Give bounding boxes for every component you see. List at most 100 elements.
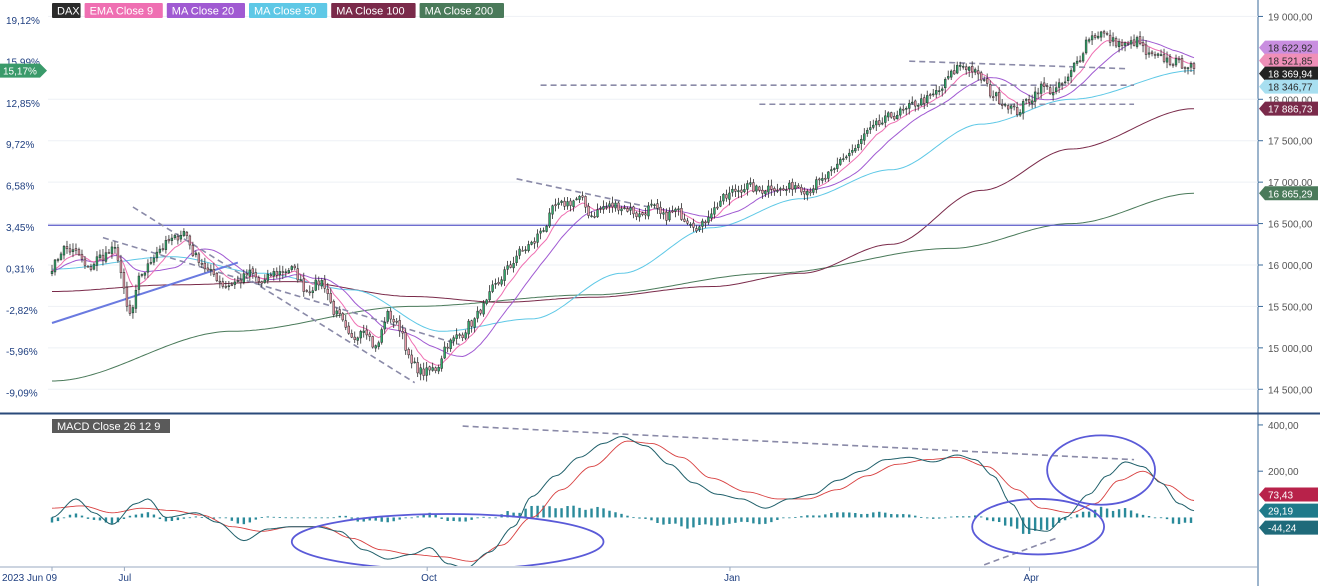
candle [881,117,884,126]
candle [845,154,848,160]
candle [524,246,527,254]
candle [929,92,932,99]
histogram-bar [926,517,929,519]
histogram-bar [284,517,287,519]
histogram-bar [788,517,791,519]
histogram-bar [116,517,120,523]
histogram-bar [68,514,72,518]
candle [953,64,956,75]
candle [596,203,599,218]
histogram-bar [200,517,204,518]
histogram-bar [662,517,665,525]
candle [788,180,791,193]
candle [368,331,371,342]
histogram-bar [440,517,443,519]
candle [1165,51,1169,69]
candle [68,243,72,256]
candle [539,227,542,240]
candle [452,335,455,346]
candle [1012,103,1016,111]
candle [422,362,425,381]
candle [785,185,788,196]
histogram-bar [854,513,857,518]
histogram-bar [644,517,647,519]
histogram-bar [86,517,90,519]
ma200-line [52,192,1195,382]
candle [1147,47,1151,58]
histogram-bar [1057,517,1061,523]
candle [173,233,177,240]
histogram-bar [410,517,413,519]
candle [428,365,431,376]
histogram-bar [512,512,515,518]
candle [755,184,758,195]
candle [1159,49,1163,57]
histogram-bar [1159,517,1163,519]
histogram-bar [908,514,911,518]
histogram-bar [272,516,276,518]
histogram-bar [878,511,881,518]
candle [683,213,686,223]
candle [146,259,150,278]
candle [401,324,404,340]
value-badge: -44,24 [1259,520,1318,535]
candle [725,189,728,202]
histogram-bar [422,514,425,518]
left-current-badge: 15,17% [0,63,47,78]
candle [83,255,87,270]
histogram-bar [638,517,641,519]
histogram-bar [967,516,971,518]
candle [986,73,989,87]
candle [341,311,344,322]
histogram-bar [560,508,563,518]
histogram-bar [380,517,383,522]
candle [941,86,944,97]
candle [164,235,168,254]
candle [89,263,93,272]
histogram-bar [92,517,96,520]
histogram-bar [62,517,66,519]
candle [398,315,401,337]
macd-axis-tick: 400,00 [1268,421,1299,432]
candle [866,127,869,137]
candle [926,90,929,108]
candle [506,260,509,275]
candle [374,344,377,352]
candle [59,251,63,261]
histogram-bar [1075,514,1079,518]
histogram-bar [320,517,323,519]
candle [731,185,734,197]
candle [701,218,704,233]
legend-item: MA Close 200 [419,3,504,18]
candle [488,285,491,302]
histogram-bar [182,517,186,519]
candle [671,205,674,214]
candle [218,275,222,289]
candle [842,153,845,162]
macd-trend-lines [462,425,1135,566]
value-badges: 18 622,92 18 521,85 18 369,94 18 346,77 17 8… [1259,40,1318,535]
candle [635,211,638,221]
right-axis-tick: 17 000,00 [1268,178,1313,189]
candle [869,121,872,134]
histogram-bar [1177,517,1181,525]
candle [626,206,629,213]
left-axis-tick: 12,85% [6,99,40,110]
histogram-bar [482,516,485,518]
candle [86,265,90,268]
left-axis-tick: -5,96% [6,347,38,358]
trend-line [132,206,416,384]
candle [515,250,518,266]
right-axis-tick: 17 500,00 [1268,137,1313,148]
candle [692,218,695,232]
candle [395,318,398,325]
candle [677,205,680,216]
x-axis-tick: Apr [1023,573,1039,584]
candle [356,336,359,345]
candle [794,181,797,193]
candle [1144,40,1148,60]
candle [1111,32,1115,47]
histogram-bar [872,512,875,518]
candle [362,324,365,338]
